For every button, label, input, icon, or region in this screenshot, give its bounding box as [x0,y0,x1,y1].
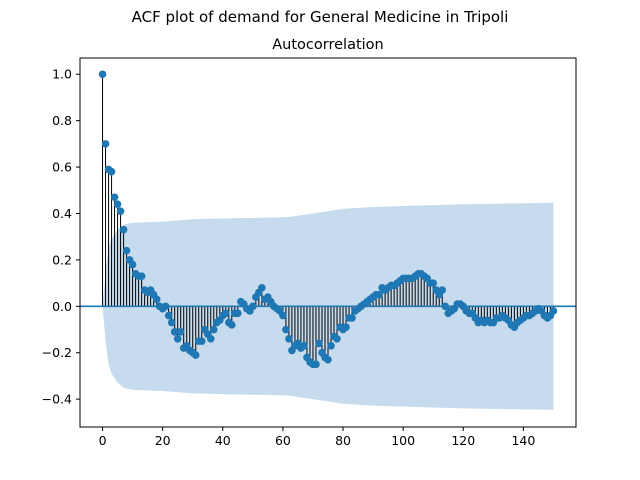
acf-point [128,260,137,269]
acf-point [348,314,356,322]
acf-point [122,246,131,255]
acf-point [119,225,128,234]
acf-point [206,335,215,343]
x-axis: 0 20 40 60 80 100 120 140 [99,427,535,448]
acf-point [167,318,176,327]
axes-frame [79,57,577,428]
acf-point [249,302,257,311]
acf-point [234,309,242,318]
y-tick-label: 0.4 [52,206,72,221]
acf-markers [98,70,558,369]
acf-point [333,335,341,343]
acf-point [191,351,200,359]
acf-point [315,339,323,348]
acf-point [300,341,308,350]
acf-point [137,272,146,280]
x-tick-label: 60 [275,433,291,448]
acf-point [173,335,182,343]
acf-point [152,295,161,304]
acf-point [441,302,450,311]
acf-point [161,302,170,311]
acf-point [113,200,122,209]
acf-point [312,360,320,369]
acf-point [549,307,558,315]
axes-title: Autocorrelation [272,37,383,53]
acf-point [176,328,185,336]
figure-suptitle: ACF plot of demand for General Medicine … [132,8,509,26]
y-tick-label: −0.2 [42,345,72,360]
acf-point [116,207,125,215]
acf-point [228,321,236,329]
y-axis: 1.0 0.8 0.6 0.4 0.2 0.0 −0.2 −0.4 [42,67,80,407]
acf-point [279,311,287,320]
y-tick-label: 0.6 [52,160,72,175]
acf-point [429,279,438,287]
acf-point [209,325,218,334]
acf-point [285,335,293,343]
acf-point [258,283,266,292]
y-tick-label: 0.0 [52,299,72,314]
acf-point [324,355,332,364]
x-tick-label: 0 [99,433,107,448]
y-tick-label: −0.4 [42,392,72,407]
acf-point [101,140,110,148]
y-tick-label: 0.8 [52,113,72,128]
x-tick-label: 80 [335,433,351,448]
acf-point [342,323,350,332]
acf-point [438,286,447,294]
acf-point [110,193,119,202]
y-tick-label: 1.0 [52,67,72,82]
acf-point [197,337,206,345]
acf-point [375,290,383,299]
x-tick-label: 120 [451,433,475,448]
y-tick-label: 0.2 [52,252,72,267]
x-tick-label: 20 [155,433,171,448]
acf-point [170,328,179,336]
acf-point [327,341,335,350]
acf-point [107,167,116,176]
x-tick-label: 40 [215,433,231,448]
plot-area [80,70,576,410]
acf-point [221,309,230,318]
x-tick-label: 100 [391,433,415,448]
acf-point [282,325,290,334]
acf-point [164,311,173,320]
acf-point [98,70,107,79]
x-tick-label: 140 [511,433,535,448]
